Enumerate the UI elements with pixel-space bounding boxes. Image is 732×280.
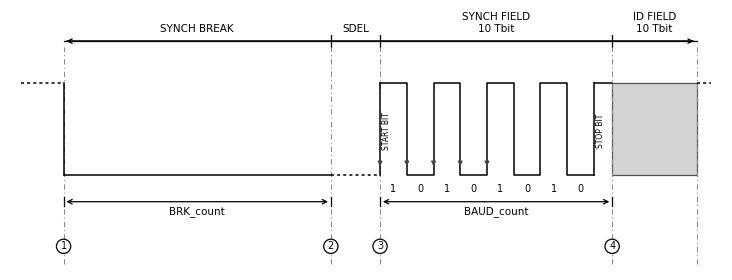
Text: 0: 0 <box>417 184 423 194</box>
Text: 1: 1 <box>497 184 504 194</box>
Text: START BIT: START BIT <box>382 112 391 150</box>
Bar <box>612 83 697 175</box>
Text: 1: 1 <box>390 184 397 194</box>
Text: SYNCH FIELD
10 Tbit: SYNCH FIELD 10 Tbit <box>462 12 530 34</box>
Text: BRK_count: BRK_count <box>169 206 225 217</box>
Text: 0: 0 <box>524 184 530 194</box>
Text: SYNCH BREAK: SYNCH BREAK <box>160 24 234 34</box>
Text: SDEL: SDEL <box>342 24 369 34</box>
Text: 4: 4 <box>609 241 615 251</box>
Text: 3: 3 <box>377 241 383 251</box>
Text: BAUD_count: BAUD_count <box>464 206 529 217</box>
Text: ID FIELD
10 Tbit: ID FIELD 10 Tbit <box>632 12 676 34</box>
Text: 1: 1 <box>444 184 450 194</box>
Text: 2: 2 <box>328 241 334 251</box>
Text: 1: 1 <box>61 241 67 251</box>
Text: 0: 0 <box>578 184 583 194</box>
Text: STOP BIT: STOP BIT <box>596 114 605 148</box>
Text: 0: 0 <box>471 184 477 194</box>
Text: 1: 1 <box>550 184 557 194</box>
